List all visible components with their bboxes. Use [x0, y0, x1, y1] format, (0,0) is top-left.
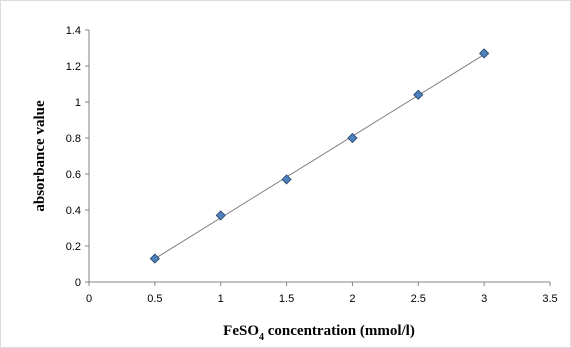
- data-point: [215, 210, 226, 221]
- y-tick-label: 0: [75, 277, 81, 289]
- x-axis-title: FeSO4 concentration (mmol/l): [223, 323, 415, 343]
- trendline: [154, 54, 485, 260]
- y-tick-label: 1: [75, 97, 81, 109]
- x-tick-label: 1.5: [279, 293, 294, 305]
- x-tick-label: 3: [481, 293, 487, 305]
- x-tick-label: 0.5: [147, 293, 162, 305]
- x-tick-label: 0: [86, 293, 92, 305]
- tick-labels: 0 0.2 0.4 0.6 0.8 1 1.2 1.4 0 0.5 1 1.5 2 2.5 3 3.5: [66, 25, 558, 305]
- data-points: [149, 48, 490, 264]
- x-tick-label: 1: [218, 293, 224, 305]
- x-tick-label: 3.5: [542, 293, 557, 305]
- data-point: [479, 48, 490, 59]
- y-tick-label: 0.2: [66, 241, 81, 253]
- y-axis-title: absorbance value: [32, 100, 48, 212]
- data-point: [413, 89, 424, 100]
- trendline-group: [154, 54, 485, 260]
- y-tick-label: 1.4: [66, 25, 81, 37]
- x-tick-label: 2.5: [411, 293, 426, 305]
- y-tick-label: 0.8: [66, 133, 81, 145]
- axes: [85, 29, 551, 286]
- data-point: [347, 132, 358, 144]
- y-tick-label: 1.2: [66, 61, 81, 73]
- data-point: [149, 253, 160, 264]
- data-point: [281, 174, 292, 185]
- y-tick-label: 0.4: [66, 205, 81, 217]
- y-tick-label: 0.6: [66, 169, 81, 181]
- x-tick-label: 2: [349, 293, 355, 305]
